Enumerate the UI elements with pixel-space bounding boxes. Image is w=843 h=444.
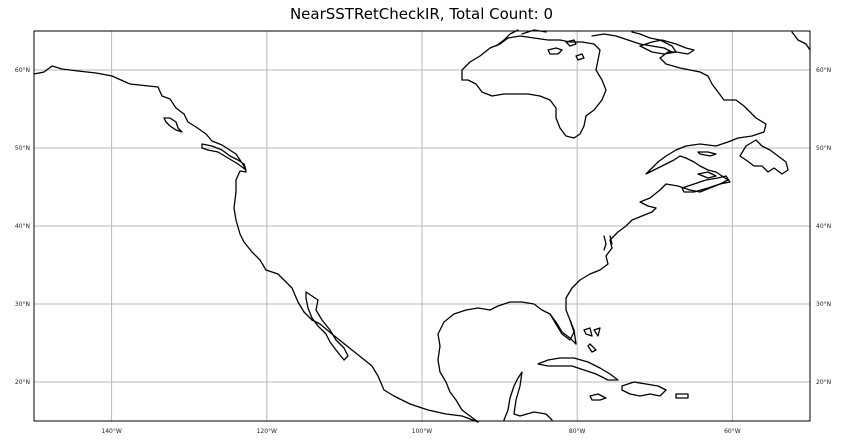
coastline-cuba — [537, 357, 619, 381]
coastlines — [33, 29, 811, 423]
map-frame — [33, 30, 811, 422]
longitude-tick-label: 60°W — [724, 428, 741, 435]
latitude-tick-label-left: 30°N — [15, 301, 30, 308]
latitude-tick-label-left: 40°N — [15, 223, 30, 230]
coastline-anticosti — [697, 151, 717, 157]
latitude-labels-right: 20°N 30°N 40°N 50°N 60°N — [816, 67, 831, 386]
latitude-tick-label-left: 20°N — [15, 379, 30, 386]
coastline-arctic-island-4 — [565, 39, 577, 47]
longitude-tick-label: 100°W — [412, 428, 432, 435]
coastline-greenland-edge — [791, 31, 811, 51]
latitude-labels-left: 20°N 30°N 40°N 50°N 60°N — [15, 67, 30, 386]
latitude-tick-label-left: 60°N — [15, 67, 30, 74]
longitude-labels: 140°W 120°W 100°W 80°W 60°W — [101, 428, 740, 435]
longitude-tick-label: 80°W — [569, 428, 586, 435]
coastline-arctic-island-2 — [547, 47, 563, 55]
coastline-hispaniola — [621, 381, 667, 397]
coastline-arctic-island-5 — [591, 33, 673, 53]
longitude-tick-label: 120°W — [257, 428, 277, 435]
coastline-nova-scotia — [681, 175, 731, 193]
coastline-newfoundland — [739, 139, 789, 175]
latitude-tick-label-right: 20°N — [816, 379, 831, 386]
coastline-puerto-rico — [675, 393, 689, 399]
coastline-haida-gwaii — [163, 117, 183, 133]
gridlines — [34, 31, 810, 421]
coastline-bahamas — [583, 327, 601, 353]
coastline-florida — [549, 313, 575, 341]
coastline-arctic-island-3 — [575, 53, 585, 61]
latitude-tick-label-right: 40°N — [816, 223, 831, 230]
latitude-tick-label-right: 60°N — [816, 67, 831, 74]
coastline-gulf-atlantic — [437, 31, 767, 423]
map-title: NearSSTRetCheckIR, Total Count: 0 — [289, 5, 554, 23]
latitude-tick-label-left: 50°N — [15, 145, 30, 152]
coastline-hudson-bay — [461, 35, 607, 139]
longitude-tick-label: 140°W — [101, 428, 121, 435]
coastline-vancouver-island — [201, 143, 247, 171]
coastline-pacific — [33, 65, 479, 423]
coastline-baja — [305, 291, 349, 361]
latitude-tick-label-right: 50°N — [816, 145, 831, 152]
coastline-jamaica — [589, 393, 607, 401]
latitude-tick-label-right: 30°N — [816, 301, 831, 308]
coastline-pei — [697, 171, 717, 179]
coastline-baffin — [639, 39, 695, 55]
coastline-yucatan — [503, 371, 553, 421]
coastline-chesapeake — [603, 235, 613, 251]
